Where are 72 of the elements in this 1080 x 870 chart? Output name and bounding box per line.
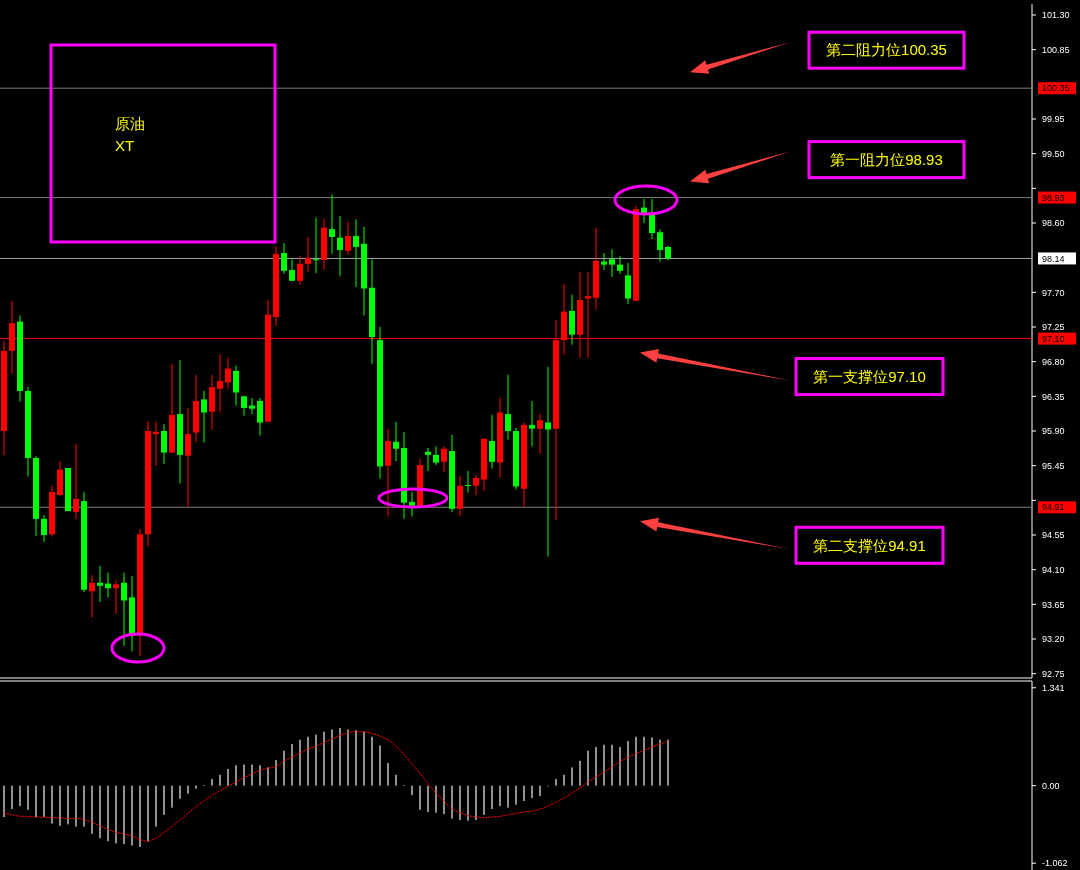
annotation: 第一支撑位97.10 (813, 367, 926, 385)
ref-line-label: 97.10 (1042, 333, 1065, 344)
candlestick (185, 407, 191, 508)
candlestick (201, 390, 207, 444)
y-tick-label: 96.80 (1042, 356, 1065, 367)
y-tick-label: 95.90 (1042, 426, 1065, 437)
candlestick (41, 514, 47, 543)
line-series (3, 731, 669, 843)
candlestick (289, 258, 295, 282)
candlestick (73, 443, 79, 520)
candlestick (225, 357, 231, 390)
candlestick (649, 198, 655, 240)
y-tick-label: 97.25 (1042, 322, 1065, 333)
candlestick (609, 248, 615, 278)
candlestick (353, 218, 359, 288)
candlestick (537, 413, 543, 455)
annotation: 第二阻力位100.35 (826, 41, 947, 59)
candlestick (233, 365, 239, 407)
y-tick-label: 99.50 (1042, 148, 1065, 159)
candlestick (393, 421, 399, 462)
candlestick (465, 470, 471, 494)
candlestick (121, 572, 127, 647)
candlestick (305, 236, 311, 273)
y-tick-label: 94.55 (1042, 530, 1065, 541)
candlestick (657, 228, 663, 263)
y-tick-label: 101.30 (1042, 10, 1070, 21)
candlestick (217, 353, 223, 414)
annotation: XT (115, 137, 135, 155)
candlestick (329, 194, 335, 255)
y-tick-label: 99.95 (1042, 114, 1065, 125)
candlestick (473, 474, 479, 496)
y-tick-label: 92.75 (1042, 668, 1065, 679)
candlestick (569, 294, 575, 346)
candlestick (425, 447, 431, 472)
candlestick (337, 215, 343, 277)
y-tick-label: 97.70 (1042, 287, 1065, 298)
y-tick-label: 95.45 (1042, 460, 1065, 471)
candlestick (441, 445, 447, 473)
ref-line-label: 94.91 (1042, 502, 1065, 513)
ref-line-label: 98.93 (1042, 192, 1065, 203)
y-tick-label: 1.341 (1042, 682, 1065, 693)
candlestick (249, 397, 255, 415)
candlestick (345, 220, 351, 256)
y-tick-label: 96.35 (1042, 391, 1065, 402)
candlestick (89, 574, 95, 618)
y-tick-label: -1.062 (1042, 858, 1068, 869)
ref-line-label: 100.35 (1042, 83, 1070, 94)
annotation: 第一阻力位98.93 (830, 150, 943, 168)
candlestick (529, 400, 535, 447)
candlestick (313, 217, 319, 274)
candlestick (161, 423, 167, 465)
y-tick-label: 93.20 (1042, 634, 1065, 645)
candlestick (625, 262, 631, 305)
annotation: 原油 (115, 115, 145, 133)
candlestick (617, 255, 623, 275)
candlestick (97, 565, 103, 603)
candlestick (281, 242, 287, 275)
ref-line-label: 98.14 (1042, 253, 1065, 264)
annotation: 第二支撑位94.91 (813, 536, 926, 554)
candlestick (505, 374, 511, 440)
candlestick (433, 445, 439, 466)
candlestick (257, 397, 263, 437)
y-tick-label: 0.00 (1042, 780, 1060, 791)
candlestick (297, 255, 303, 286)
candlestick (601, 252, 607, 271)
y-tick-label: 93.65 (1042, 599, 1065, 610)
candlestick (113, 579, 119, 615)
y-tick-label: 94.10 (1042, 564, 1065, 575)
candlestick (489, 414, 495, 470)
candlestick (457, 475, 463, 517)
y-tick-label: 98.60 (1042, 218, 1065, 229)
y-tick-label: 100.85 (1042, 44, 1070, 55)
